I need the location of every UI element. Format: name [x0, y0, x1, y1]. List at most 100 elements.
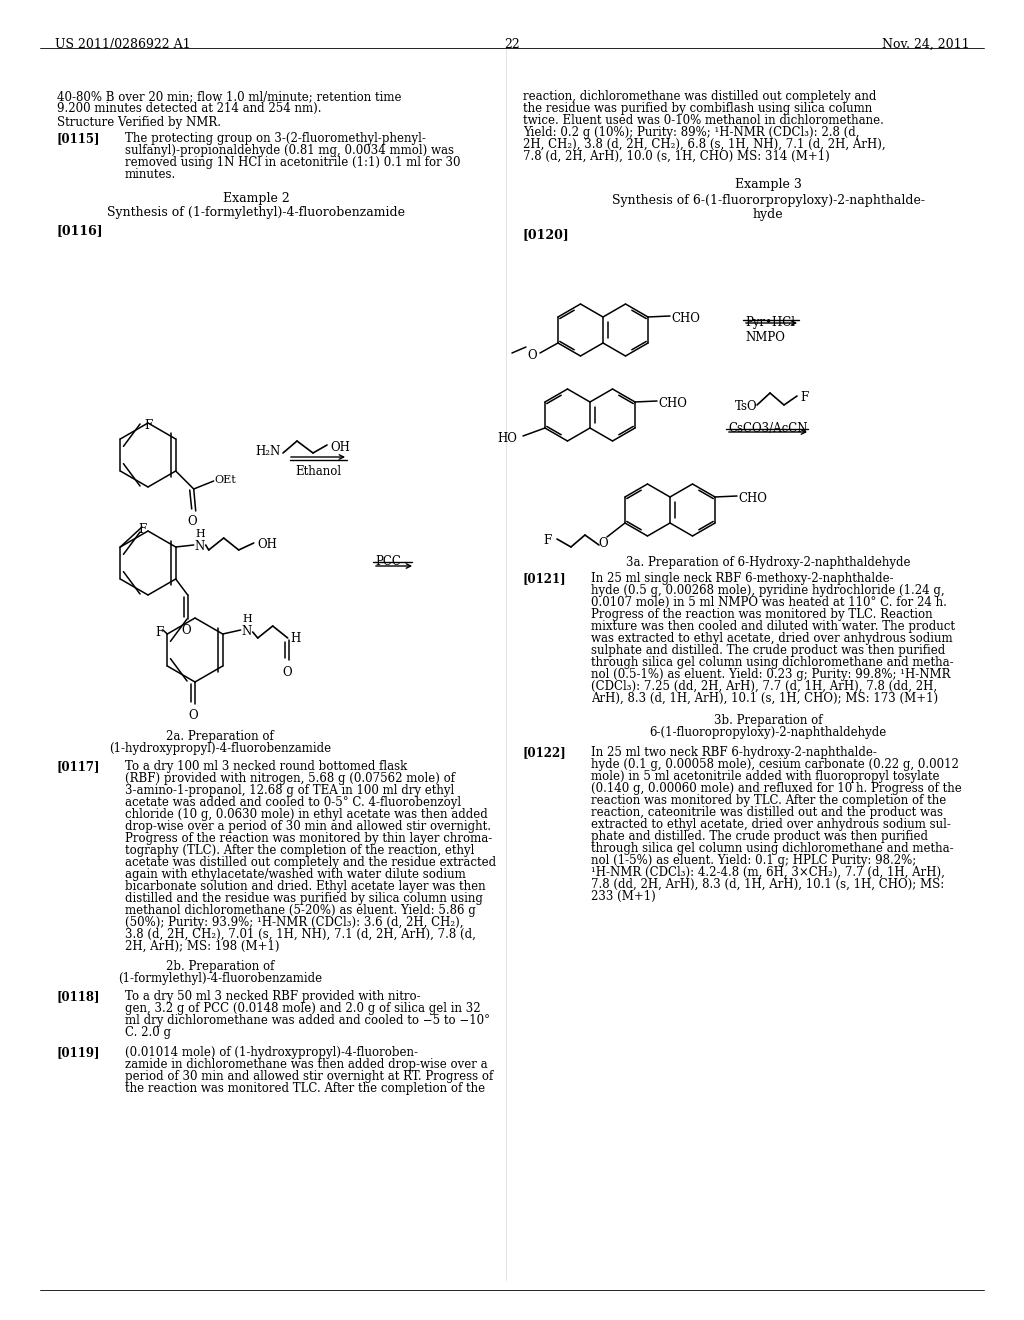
Text: 3-amino-1-propanol, 12.68 g of TEA in 100 ml dry ethyl: 3-amino-1-propanol, 12.68 g of TEA in 10…: [125, 784, 455, 797]
Text: 7.8 (dd, 2H, ArH), 8.3 (d, 1H, ArH), 10.1 (s, 1H, CHO); MS:: 7.8 (dd, 2H, ArH), 8.3 (d, 1H, ArH), 10.…: [591, 878, 944, 891]
Text: 40-80% B over 20 min; flow 1.0 ml/minute; retention time: 40-80% B over 20 min; flow 1.0 ml/minute…: [57, 90, 401, 103]
Text: mixture was then cooled and diluted with water. The product: mixture was then cooled and diluted with…: [591, 620, 955, 634]
Text: O: O: [187, 515, 197, 528]
Text: HO: HO: [497, 432, 517, 445]
Text: twice. Eluent used was 0-10% methanol in dichloromethane.: twice. Eluent used was 0-10% methanol in…: [523, 114, 884, 127]
Text: F: F: [155, 626, 163, 639]
Text: Structure Verified by NMR.: Structure Verified by NMR.: [57, 116, 221, 129]
Text: 22: 22: [504, 38, 520, 51]
Text: Synthesis of 6-(1-fluororpropyloxy)-2-naphthalde-: Synthesis of 6-(1-fluororpropyloxy)-2-na…: [611, 194, 925, 207]
Text: 233 (M+1): 233 (M+1): [591, 890, 655, 903]
Text: (0.140 g, 0.00060 mole) and refluxed for 10 h. Progress of the: (0.140 g, 0.00060 mole) and refluxed for…: [591, 781, 962, 795]
Text: 3.8 (d, 2H, CH₂), 7.01 (s, 1H, NH), 7.1 (d, 2H, ArH), 7.8 (d,: 3.8 (d, 2H, CH₂), 7.01 (s, 1H, NH), 7.1 …: [125, 928, 476, 941]
Text: Progress of the reaction was monitored by thin layer chroma-: Progress of the reaction was monitored b…: [125, 832, 493, 845]
Text: Progress of the reaction was monitored by TLC. Reaction: Progress of the reaction was monitored b…: [591, 609, 933, 620]
Text: F: F: [544, 535, 552, 546]
Text: TsO: TsO: [735, 400, 758, 413]
Text: [0116]: [0116]: [57, 224, 103, 238]
Text: (CDCl₃): 7.25 (dd, 2H, ArH), 7.7 (d, 1H, ArH), 7.8 (dd, 2H,: (CDCl₃): 7.25 (dd, 2H, ArH), 7.7 (d, 1H,…: [591, 680, 937, 693]
Text: minutes.: minutes.: [125, 168, 176, 181]
Text: hyde (0.5 g, 0.00268 mole), pyridine hydrochloride (1.24 g,: hyde (0.5 g, 0.00268 mole), pyridine hyd…: [591, 583, 944, 597]
Text: To a dry 100 ml 3 necked round bottomed flask: To a dry 100 ml 3 necked round bottomed …: [125, 760, 408, 774]
Text: 6-(1-fluoropropyloxy)-2-naphthaldehyde: 6-(1-fluoropropyloxy)-2-naphthaldehyde: [649, 726, 887, 739]
Text: nol (0.5-1%) as eluent. Yield: 0.23 g; Purity: 99.8%; ¹H-NMR: nol (0.5-1%) as eluent. Yield: 0.23 g; P…: [591, 668, 950, 681]
Text: (50%); Purity: 93.9%; ¹H-NMR (CDCl₃): 3.6 (d, 2H, CH₂),: (50%); Purity: 93.9%; ¹H-NMR (CDCl₃): 3.…: [125, 916, 464, 929]
Text: extracted to ethyl acetate, dried over anhydrous sodium sul-: extracted to ethyl acetate, dried over a…: [591, 818, 951, 832]
Text: the residue was purified by combiflash using silica column: the residue was purified by combiflash u…: [523, 102, 872, 115]
Text: OH: OH: [258, 539, 278, 550]
Text: hyde (0.1 g, 0.00058 mole), cesium carbonate (0.22 g, 0.0012: hyde (0.1 g, 0.00058 mole), cesium carbo…: [591, 758, 958, 771]
Text: ml dry dichloromethane was added and cooled to −5 to −10°: ml dry dichloromethane was added and coo…: [125, 1014, 490, 1027]
Text: 3b. Preparation of: 3b. Preparation of: [714, 714, 822, 727]
Text: 0.0107 mole) in 5 ml NMPO was heated at 110° C. for 24 h.: 0.0107 mole) in 5 ml NMPO was heated at …: [591, 597, 947, 609]
Text: nol (1-5%) as eluent. Yield: 0.1 g; HPLC Purity: 98.2%;: nol (1-5%) as eluent. Yield: 0.1 g; HPLC…: [591, 854, 916, 867]
Text: In 25 ml single neck RBF 6-methoxy-2-naphthalde-: In 25 ml single neck RBF 6-methoxy-2-nap…: [591, 572, 894, 585]
Text: (0.01014 mole) of (1-hydroxypropyl)-4-fluoroben-: (0.01014 mole) of (1-hydroxypropyl)-4-fl…: [125, 1045, 418, 1059]
Text: gen, 3.2 g of PCC (0.0148 mole) and 2.0 g of silica gel in 32: gen, 3.2 g of PCC (0.0148 mole) and 2.0 …: [125, 1002, 480, 1015]
Text: sulfanyl)-propionaldehyde (0.81 mg, 0.0034 mmol) was: sulfanyl)-propionaldehyde (0.81 mg, 0.00…: [125, 144, 454, 157]
Text: [0119]: [0119]: [57, 1045, 100, 1059]
Text: 2a. Preparation of: 2a. Preparation of: [166, 730, 273, 743]
Text: H₂N: H₂N: [255, 445, 281, 458]
Text: through silica gel column using dichloromethane and metha-: through silica gel column using dichloro…: [591, 842, 953, 855]
Text: reaction was monitored by TLC. After the completion of the: reaction was monitored by TLC. After the…: [591, 795, 946, 807]
Text: acetate was added and cooled to 0-5° C. 4-fluorobenzoyl: acetate was added and cooled to 0-5° C. …: [125, 796, 461, 809]
Text: PCC: PCC: [375, 554, 400, 568]
Text: acetate was distilled out completely and the residue extracted: acetate was distilled out completely and…: [125, 855, 496, 869]
Text: sulphate and distilled. The crude product was then purified: sulphate and distilled. The crude produc…: [591, 644, 945, 657]
Text: Example 2: Example 2: [222, 191, 290, 205]
Text: NMPO: NMPO: [745, 331, 784, 345]
Text: (1-hydroxypropyl)-4-fluorobenzamide: (1-hydroxypropyl)-4-fluorobenzamide: [109, 742, 331, 755]
Text: 2H, ArH); MS: 198 (M+1): 2H, ArH); MS: 198 (M+1): [125, 940, 280, 953]
Text: Yield: 0.2 g (10%); Purity: 89%; ¹H-NMR (CDCl₃): 2.8 (d,: Yield: 0.2 g (10%); Purity: 89%; ¹H-NMR …: [523, 125, 859, 139]
Text: ¹H-NMR (CDCl₃): 4.2-4.8 (m, 6H, 3×CH₂), 7.7 (d, 1H, ArH),: ¹H-NMR (CDCl₃): 4.2-4.8 (m, 6H, 3×CH₂), …: [591, 866, 945, 879]
Text: distilled and the residue was purified by silica column using: distilled and the residue was purified b…: [125, 892, 483, 906]
Text: O: O: [282, 667, 292, 678]
Text: 2b. Preparation of: 2b. Preparation of: [166, 960, 274, 973]
Text: H: H: [196, 529, 206, 539]
Text: O: O: [188, 709, 198, 722]
Text: O: O: [181, 624, 190, 638]
Text: 7.8 (d, 2H, ArH), 10.0 (s, 1H, CHO) MS: 314 (M+1): 7.8 (d, 2H, ArH), 10.0 (s, 1H, CHO) MS: …: [523, 150, 829, 162]
Text: CsCO3/AcCN: CsCO3/AcCN: [728, 422, 808, 436]
Text: Pyr•HCl: Pyr•HCl: [745, 315, 795, 329]
Text: tography (TLC). After the completion of the reaction, ethyl: tography (TLC). After the completion of …: [125, 843, 474, 857]
Text: F: F: [144, 418, 153, 432]
Text: [0121]: [0121]: [523, 572, 566, 585]
Text: phate and distilled. The crude product was then purified: phate and distilled. The crude product w…: [591, 830, 928, 843]
Text: [0120]: [0120]: [523, 228, 569, 242]
Text: ArH), 8.3 (d, 1H, ArH), 10.1 (s, 1H, CHO); MS: 173 (M+1): ArH), 8.3 (d, 1H, ArH), 10.1 (s, 1H, CHO…: [591, 692, 938, 705]
Text: C. 2.0 g: C. 2.0 g: [125, 1026, 171, 1039]
Text: reaction, cateonitrile was distilled out and the product was: reaction, cateonitrile was distilled out…: [591, 807, 943, 818]
Text: [0118]: [0118]: [57, 990, 100, 1003]
Text: F: F: [800, 391, 808, 404]
Text: again with ethylacetate/washed with water dilute sodium: again with ethylacetate/washed with wate…: [125, 869, 466, 880]
Text: was extracted to ethyl acetate, dried over anhydrous sodium: was extracted to ethyl acetate, dried ov…: [591, 632, 952, 645]
Text: Example 3: Example 3: [734, 178, 802, 191]
Text: [0117]: [0117]: [57, 760, 100, 774]
Text: H: H: [243, 614, 253, 624]
Text: O: O: [527, 348, 537, 362]
Text: CHO: CHO: [738, 492, 767, 506]
Text: Nov. 24, 2011: Nov. 24, 2011: [883, 38, 970, 51]
Text: chloride (10 g, 0.0630 mole) in ethyl acetate was then added: chloride (10 g, 0.0630 mole) in ethyl ac…: [125, 808, 487, 821]
Text: Synthesis of (1-formylethyl)-4-fluorobenzamide: Synthesis of (1-formylethyl)-4-fluoroben…: [106, 206, 406, 219]
Text: CHO: CHO: [658, 397, 687, 411]
Text: N: N: [242, 624, 252, 638]
Text: O: O: [598, 537, 608, 550]
Text: (1-formylethyl)-4-fluorobenzamide: (1-formylethyl)-4-fluorobenzamide: [118, 972, 323, 985]
Text: removed using 1N HCl in acetonitrile (1:1) 0.1 ml for 30: removed using 1N HCl in acetonitrile (1:…: [125, 156, 461, 169]
Text: F: F: [138, 523, 146, 536]
Text: OH: OH: [330, 441, 350, 454]
Text: reaction, dichloromethane was distilled out completely and: reaction, dichloromethane was distilled …: [523, 90, 877, 103]
Text: H: H: [291, 632, 301, 645]
Text: period of 30 min and allowed stir overnight at RT. Progress of: period of 30 min and allowed stir overni…: [125, 1071, 494, 1082]
Text: drop-wise over a period of 30 min and allowed stir overnight.: drop-wise over a period of 30 min and al…: [125, 820, 490, 833]
Text: US 2011/0286922 A1: US 2011/0286922 A1: [55, 38, 190, 51]
Text: Ethanol: Ethanol: [295, 465, 341, 478]
Text: mole) in 5 ml acetonitrile added with fluoropropyl tosylate: mole) in 5 ml acetonitrile added with fl…: [591, 770, 939, 783]
Text: (RBF) provided with nitrogen, 5.68 g (0.07562 mole) of: (RBF) provided with nitrogen, 5.68 g (0.…: [125, 772, 455, 785]
Text: [0115]: [0115]: [57, 132, 100, 145]
Text: 3a. Preparation of 6-Hydroxy-2-naphthaldehyde: 3a. Preparation of 6-Hydroxy-2-naphthald…: [626, 556, 910, 569]
Text: 2H, CH₂), 3.8 (d, 2H, CH₂), 6.8 (s, 1H, NH), 7.1 (d, 2H, ArH),: 2H, CH₂), 3.8 (d, 2H, CH₂), 6.8 (s, 1H, …: [523, 139, 886, 150]
